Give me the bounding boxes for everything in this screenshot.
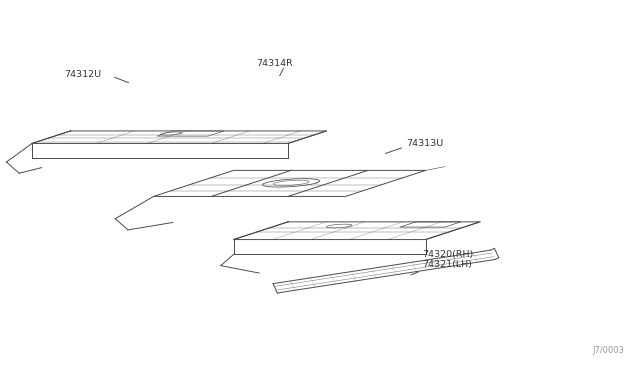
Text: 74321(LH): 74321(LH)	[422, 260, 472, 269]
Text: 74313U: 74313U	[406, 139, 444, 148]
Text: J7/0003: J7/0003	[592, 346, 624, 355]
Text: 74312U: 74312U	[64, 70, 101, 79]
Text: 74320(RH): 74320(RH)	[422, 250, 474, 259]
Text: 74314R: 74314R	[256, 59, 292, 68]
